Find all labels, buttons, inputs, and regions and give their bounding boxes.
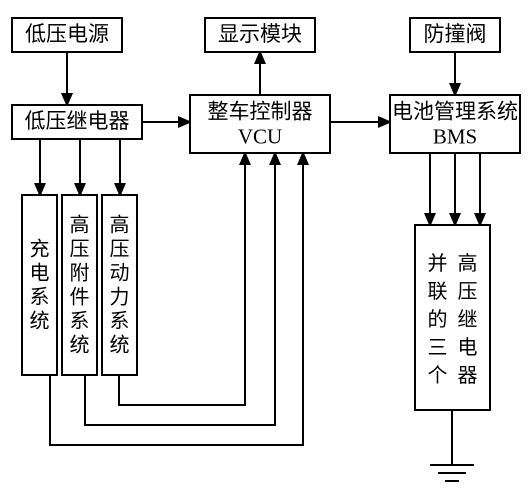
- label-relay3-col1-c2: 继: [458, 308, 478, 331]
- label-charge-c2: 系: [30, 286, 50, 309]
- label-lv_relay: 低压继电器: [25, 109, 130, 133]
- label1-vcu: 整车控制器: [208, 99, 313, 123]
- label-hv_aux-c5: 统: [70, 334, 90, 357]
- node-display: 显示模块: [205, 18, 315, 52]
- node-anti: 防撞阀: [410, 18, 500, 52]
- node-charge: 充电系统: [22, 195, 57, 375]
- label-hv_drive-c3: 力: [110, 286, 130, 309]
- node-bms: 电池管理系统BMS: [390, 95, 520, 153]
- node-relay3: 并联的三个 高压继电器: [415, 225, 490, 410]
- label2-bms: BMS: [433, 124, 477, 148]
- label-relay3-col0-c4: 个: [428, 364, 448, 387]
- label-anti: 防撞阀: [424, 22, 487, 46]
- label-charge-c0: 充: [30, 238, 50, 261]
- label-relay3-col0-c2: 的: [428, 308, 448, 331]
- node-hv_drive: 高压动力系统: [102, 195, 137, 375]
- node-vcu: 整车控制器VCU: [190, 95, 330, 153]
- label-hv_aux-c0: 高: [70, 214, 90, 237]
- label-relay3-col1-c3: 电: [458, 336, 478, 359]
- label-hv_drive-c0: 高: [110, 214, 130, 237]
- label-hv_aux-c4: 系: [70, 310, 90, 333]
- label-relay3-col1-c1: 压: [458, 281, 478, 303]
- label-hv_drive-c5: 统: [110, 334, 130, 357]
- node-lv_relay: 低压继电器: [12, 105, 142, 139]
- label2-vcu: VCU: [238, 124, 282, 148]
- label-hv_aux-c3: 件: [70, 286, 90, 309]
- label-relay3-col1-c4: 器: [458, 365, 478, 387]
- label1-bms: 电池管理系统: [392, 99, 518, 123]
- label-relay3-col0-c0: 并: [428, 252, 448, 275]
- label-hv_aux-c2: 附: [70, 262, 90, 285]
- label-charge-c1: 电: [30, 262, 50, 285]
- label-hv_drive-c2: 动: [110, 262, 130, 285]
- label-relay3-col0-c1: 联: [428, 280, 448, 303]
- node-hv_aux: 高压附件系统: [62, 195, 97, 375]
- node-lv_power: 低压电源: [12, 18, 122, 52]
- label-hv_drive-c1: 压: [110, 239, 130, 261]
- label-relay3-col0-c3: 三: [428, 337, 448, 359]
- label-hv_aux-c1: 压: [70, 239, 90, 261]
- label-relay3-col1-c0: 高: [458, 252, 478, 275]
- label-hv_drive-c4: 系: [110, 310, 130, 333]
- label-charge-c3: 统: [30, 310, 50, 333]
- label-display: 显示模块: [218, 22, 302, 46]
- label-lv_power: 低压电源: [25, 22, 109, 46]
